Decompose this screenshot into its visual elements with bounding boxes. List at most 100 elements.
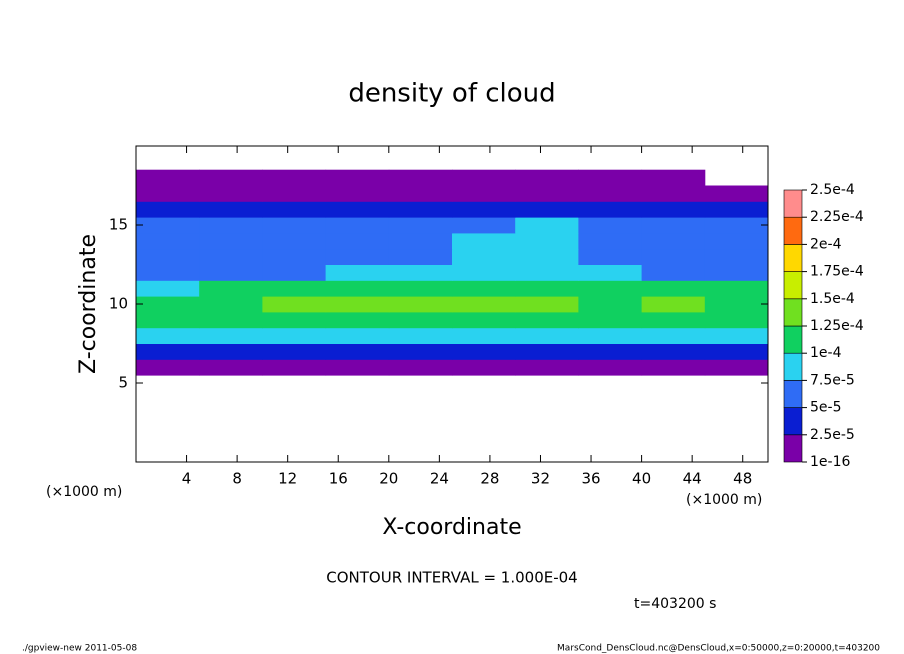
x-tick-label: 16 (329, 470, 348, 488)
x-tick-label: 40 (632, 470, 651, 488)
heat-cell (641, 359, 706, 376)
x-tick-label: 12 (278, 470, 297, 488)
heat-cell (515, 311, 579, 329)
heat-cell (578, 359, 643, 376)
heat-cell (515, 248, 579, 265)
y-tick-label: 5 (118, 374, 128, 392)
heat-cell (262, 280, 327, 297)
heat-cell (199, 296, 263, 313)
colorbar-label: 1e-4 (810, 345, 842, 361)
footer-right: MarsCond_DensCloud.nc@DensCloud,x=0:5000… (557, 644, 880, 654)
heat-cell (199, 264, 263, 281)
heat-cell (452, 264, 516, 281)
heat-cell (641, 264, 706, 281)
heat-cell (325, 280, 390, 297)
heat-cell (388, 343, 453, 360)
heat-cell (452, 185, 516, 202)
x-tick-label: 4 (182, 470, 192, 488)
x-tick-label: 48 (733, 470, 752, 488)
heat-cell (515, 343, 579, 360)
heat-cell (515, 327, 579, 344)
heat-cell (515, 169, 579, 186)
heat-cell (388, 232, 453, 250)
heat-cell (199, 343, 263, 360)
heat-cell (452, 169, 516, 186)
heat-cell (388, 280, 453, 297)
x-tick-label: 20 (379, 470, 398, 488)
colorbar-band (783, 380, 803, 408)
heat-cell (325, 169, 390, 186)
heat-cell (578, 217, 643, 234)
heat-cell (262, 264, 327, 281)
heat-cell (325, 359, 390, 376)
heatmap (136, 169, 769, 376)
heat-cell (452, 343, 516, 360)
heat-cell (199, 217, 263, 234)
heat-cell (388, 217, 453, 234)
heat-cell (199, 232, 263, 250)
footer-left: ./gpview-new 2011-05-08 (22, 644, 137, 654)
colorbar-label: 2.25e-4 (810, 209, 864, 225)
heat-cell (578, 185, 643, 202)
heat-cell (325, 185, 390, 202)
heat-cell (641, 311, 706, 329)
heat-cell (452, 359, 516, 376)
heat-cell (641, 169, 706, 186)
colorbar-band (783, 189, 803, 218)
y-tick-label: 15 (109, 216, 128, 234)
heat-cell (578, 296, 643, 313)
heat-cell (199, 201, 263, 218)
heat-cell (641, 217, 706, 234)
heat-cell (704, 359, 769, 376)
y-tick-label: 10 (109, 295, 128, 313)
heat-cell (199, 280, 263, 297)
heat-cell (262, 343, 327, 360)
heat-cell (704, 327, 769, 344)
heat-cell (262, 327, 327, 344)
heat-cell (136, 359, 200, 376)
heat-cell (262, 217, 327, 234)
heat-cell (578, 169, 643, 186)
heat-cell (578, 232, 643, 250)
heat-cell (136, 280, 200, 297)
heat-cell (325, 264, 390, 281)
colorbar-label: 2.5e-4 (810, 182, 855, 198)
x-tick-label: 28 (480, 470, 499, 488)
heat-cell (578, 327, 643, 344)
heat-cell (262, 296, 327, 313)
heat-cell (388, 296, 453, 313)
heat-cell (641, 343, 706, 360)
heat-cell (325, 311, 390, 329)
heat-cell (388, 264, 453, 281)
colorbar-label: 1e-16 (810, 454, 850, 470)
x-tick-label: 32 (531, 470, 550, 488)
heat-cell (452, 201, 516, 218)
heat-cell (136, 185, 200, 202)
heat-cell (641, 201, 706, 218)
heat-cell (388, 327, 453, 344)
heat-cell (704, 264, 769, 281)
heat-cell (704, 296, 769, 313)
colorbar-band (783, 352, 803, 381)
heat-cell (515, 280, 579, 297)
heat-cell (199, 185, 263, 202)
heat-cell (136, 248, 200, 265)
heat-cell (641, 185, 706, 202)
heat-cell (136, 327, 200, 344)
x-tick-label: 8 (232, 470, 242, 488)
heat-cell (641, 327, 706, 344)
heat-cell (641, 280, 706, 297)
heat-cell (388, 359, 453, 376)
heat-cell (578, 248, 643, 265)
heat-cell (641, 232, 706, 250)
heat-cell (452, 248, 516, 265)
x-unit: (×1000 m) (686, 492, 762, 508)
y-axis-label: Z-coordinate (76, 234, 101, 374)
heat-cell (199, 327, 263, 344)
heat-cell (325, 327, 390, 344)
heat-cell (325, 232, 390, 250)
heat-cell (578, 201, 643, 218)
heat-cell (704, 248, 769, 265)
heat-cell (515, 232, 579, 250)
heat-cell (136, 264, 200, 281)
